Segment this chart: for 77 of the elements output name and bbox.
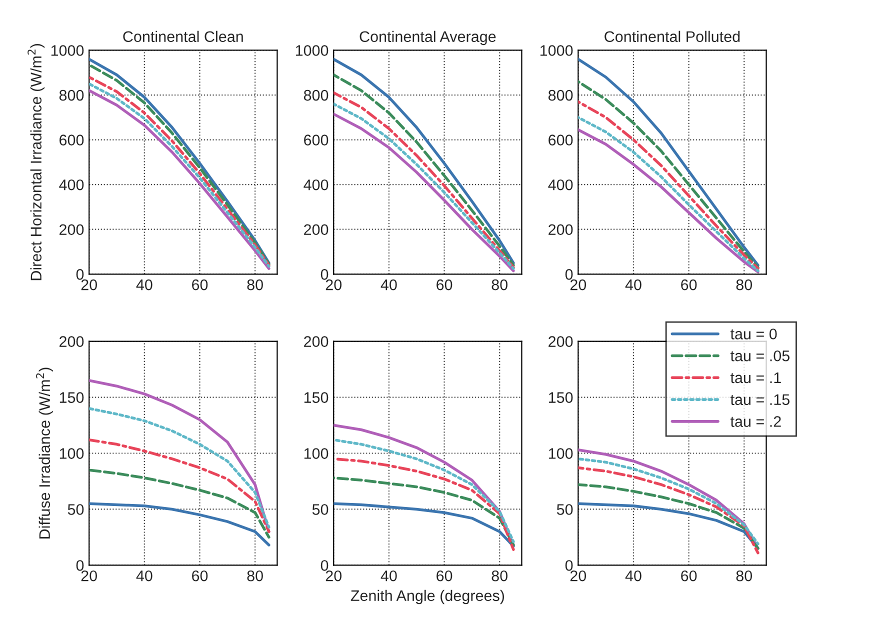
y-tick-label: 800 bbox=[304, 90, 328, 101]
y-tick-label: 0 bbox=[320, 560, 328, 571]
legend-label: tau = .05 bbox=[730, 350, 790, 362]
line-series bbox=[89, 438, 270, 534]
y-tick-label: 200 bbox=[548, 336, 573, 347]
y-tick-label: 0 bbox=[76, 269, 84, 280]
y-tick-label: 150 bbox=[548, 392, 573, 403]
y-tick-label: 0 bbox=[320, 269, 328, 280]
x-tick-label: 60 bbox=[436, 570, 452, 582]
y-tick-label: 100 bbox=[60, 448, 84, 459]
y-tick-label: 0 bbox=[565, 560, 573, 571]
x-tick-label: 40 bbox=[380, 570, 397, 582]
y-tick-label: 50 bbox=[312, 504, 328, 515]
y-axis-title: Diffuse Irradiance (W/m$^{2}$) bbox=[36, 368, 54, 538]
y-tick-label: 100 bbox=[548, 448, 573, 459]
y-tick-label: 200 bbox=[548, 224, 573, 236]
y-tick-label: 200 bbox=[304, 224, 328, 236]
line-series bbox=[89, 407, 270, 529]
line-series bbox=[334, 457, 515, 551]
line-series bbox=[578, 483, 760, 550]
x-tick-label: 20 bbox=[81, 279, 97, 290]
x-tick-label: 20 bbox=[570, 570, 586, 582]
legend-label: tau = .2 bbox=[730, 416, 781, 427]
x-tick-label: 60 bbox=[192, 279, 208, 290]
y-tick-label: 50 bbox=[556, 504, 573, 515]
y-tick-label: 600 bbox=[548, 134, 573, 146]
y-tick-label: 400 bbox=[304, 179, 328, 190]
x-tick-label: 80 bbox=[736, 279, 752, 290]
line-series bbox=[334, 502, 515, 548]
x-tick-label: 20 bbox=[326, 279, 342, 290]
x-tick-label: 40 bbox=[625, 570, 642, 582]
x-tick-label: 40 bbox=[625, 279, 642, 290]
y-tick-label: 800 bbox=[59, 90, 84, 101]
line-series bbox=[334, 476, 515, 546]
y-tick-label: 200 bbox=[304, 336, 328, 347]
x-tick-label: 80 bbox=[492, 570, 508, 582]
y-tick-label: 400 bbox=[548, 179, 573, 190]
chart-title: Continental Clean bbox=[123, 30, 243, 42]
legend-label: tau = .15 bbox=[730, 394, 790, 406]
y-tick-label: 800 bbox=[548, 90, 573, 101]
y-tick-label: 150 bbox=[304, 392, 328, 403]
y-tick-label: 200 bbox=[60, 224, 84, 236]
x-tick-label: 80 bbox=[492, 279, 508, 290]
line-series bbox=[89, 468, 270, 539]
y-tick-label: 400 bbox=[59, 179, 84, 190]
x-tick-label: 80 bbox=[247, 570, 263, 582]
y-tick-label: 150 bbox=[60, 392, 84, 403]
x-tick-label: 60 bbox=[681, 279, 697, 290]
y-tick-label: 100 bbox=[304, 448, 328, 459]
legend-label: tau = 0 bbox=[730, 328, 777, 340]
y-tick-label: 200 bbox=[60, 336, 84, 347]
y-tick-label: 1000 bbox=[540, 45, 573, 56]
x-tick-label: 20 bbox=[81, 570, 97, 582]
x-tick-label: 60 bbox=[192, 570, 208, 582]
legend-label: tau = .1 bbox=[730, 372, 781, 384]
y-tick-label: 1000 bbox=[296, 45, 328, 56]
x-tick-label: 40 bbox=[136, 279, 152, 290]
line-series bbox=[578, 466, 760, 554]
y-tick-label: 1000 bbox=[51, 45, 84, 56]
y-axis-title: Direct Horizontal Irradiance (W/m$^{2}$) bbox=[28, 44, 45, 280]
x-tick-label: 80 bbox=[736, 570, 752, 582]
chart-title: Continental Polluted bbox=[604, 30, 740, 42]
chart-title: Continental Average bbox=[360, 30, 496, 46]
x-tick-label: 20 bbox=[570, 279, 586, 290]
x-tick-label: 60 bbox=[436, 279, 452, 290]
y-tick-label: 600 bbox=[304, 134, 328, 146]
x-tick-label: 80 bbox=[247, 279, 263, 290]
y-tick-label: 600 bbox=[60, 134, 84, 146]
x-tick-label: 40 bbox=[380, 279, 397, 290]
x-tick-label: 60 bbox=[681, 570, 697, 582]
x-tick-label: 40 bbox=[136, 570, 152, 582]
y-tick-label: 50 bbox=[68, 504, 84, 515]
y-tick-label: 0 bbox=[76, 560, 84, 571]
line-series bbox=[89, 502, 270, 546]
x-axis-title: Zenith Angle (degrees) bbox=[350, 590, 504, 604]
x-tick-label: 20 bbox=[326, 570, 342, 582]
y-tick-label: 0 bbox=[565, 269, 573, 280]
